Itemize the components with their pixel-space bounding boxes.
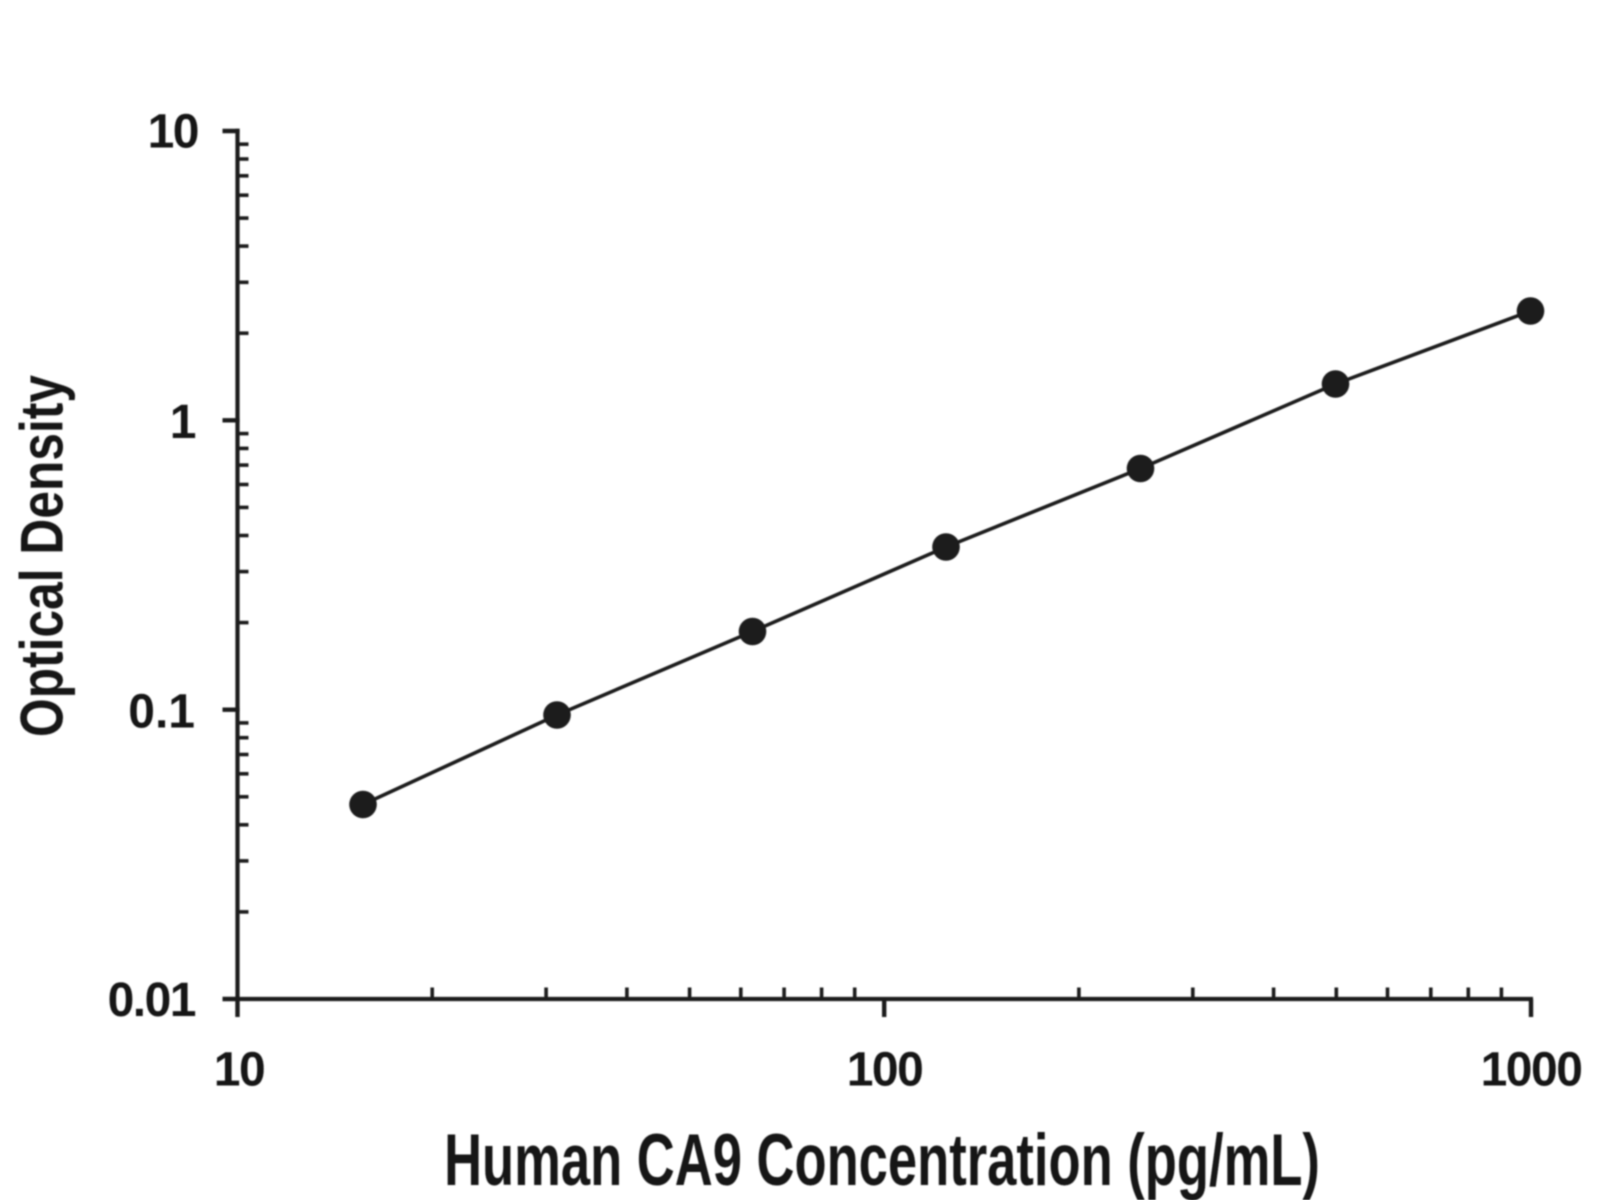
svg-text:0.01: 0.01 xyxy=(108,974,196,1027)
svg-text:Human CA9 Concentration (pg/mL: Human CA9 Concentration (pg/mL) xyxy=(444,1120,1320,1200)
svg-text:1000: 1000 xyxy=(1481,1044,1582,1097)
svg-text:0.1: 0.1 xyxy=(128,686,195,739)
svg-text:100: 100 xyxy=(847,1044,923,1097)
svg-text:Optical Density: Optical Density xyxy=(8,375,76,737)
svg-text:1: 1 xyxy=(170,396,196,449)
svg-text:10: 10 xyxy=(148,106,198,159)
svg-text:10: 10 xyxy=(214,1044,264,1097)
